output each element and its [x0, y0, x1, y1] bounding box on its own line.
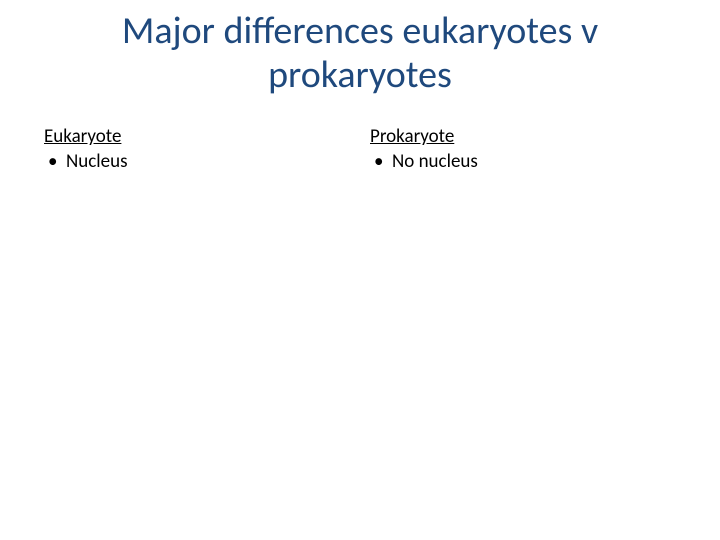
eukaryote-heading: Eukaryote — [44, 125, 360, 148]
comparison-columns: Eukaryote Nucleus Prokaryote No nucleus — [0, 97, 720, 174]
column-eukaryote: Eukaryote Nucleus — [0, 125, 360, 174]
slide-title: Major differences eukaryotes v prokaryot… — [0, 0, 720, 97]
list-item: No nucleus — [370, 150, 720, 174]
prokaryote-list: No nucleus — [370, 148, 720, 174]
list-item: Nucleus — [44, 150, 360, 174]
eukaryote-list: Nucleus — [44, 148, 360, 174]
column-prokaryote: Prokaryote No nucleus — [360, 125, 720, 174]
prokaryote-heading: Prokaryote — [370, 125, 720, 148]
slide: Major differences eukaryotes v prokaryot… — [0, 0, 720, 540]
